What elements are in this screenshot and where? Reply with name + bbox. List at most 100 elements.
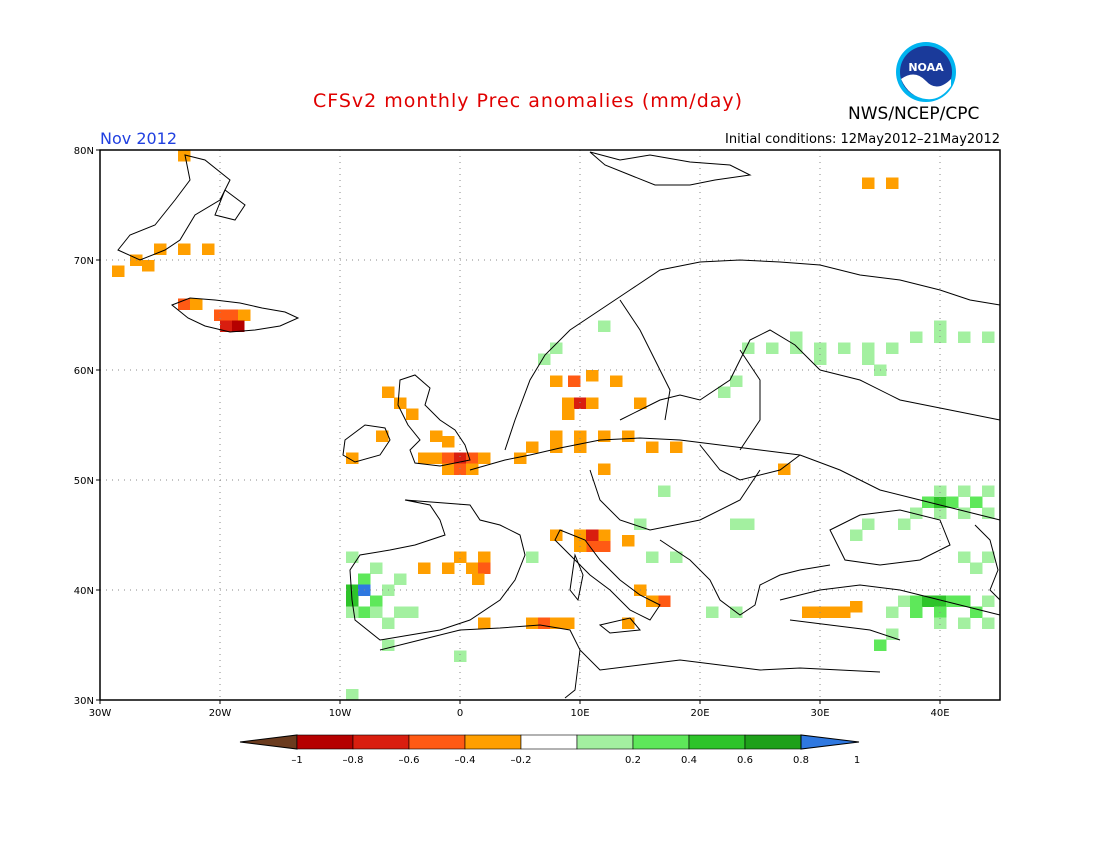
anomaly-cell [232, 320, 245, 332]
anomaly-cell [790, 331, 803, 343]
anomaly-cell [466, 562, 479, 574]
anomaly-cell [790, 342, 803, 354]
anomaly-cell [112, 265, 125, 277]
anomaly-cells [112, 150, 995, 701]
anomaly-cell [646, 441, 659, 453]
anomaly-cell [970, 562, 983, 574]
anomaly-cell [454, 650, 467, 662]
anomaly-cell [910, 606, 923, 618]
anomaly-cell [382, 386, 395, 398]
lon-tick-label: 10E [570, 708, 589, 719]
anomaly-cell [886, 628, 899, 640]
anomaly-cell [922, 595, 935, 607]
initial-conditions: Initial conditions: 12May2012–21May2012 [725, 132, 1000, 147]
lon-tick-label: 30W [89, 708, 112, 719]
anomaly-cell [574, 430, 587, 442]
anomaly-cell [802, 606, 815, 618]
anomaly-cell [706, 606, 719, 618]
lon-tick-label: 20E [690, 708, 709, 719]
anomaly-cell [598, 320, 611, 332]
noaa-logo: NOAA [896, 42, 956, 102]
anomaly-cell [586, 370, 599, 382]
lon-tick-label: 20W [209, 708, 232, 719]
anomaly-cell [358, 573, 371, 585]
anomaly-cell [142, 260, 155, 272]
anomaly-cell [934, 331, 947, 343]
anomaly-cell [946, 496, 959, 508]
anomaly-cell [634, 397, 647, 409]
anomaly-cell [454, 551, 467, 563]
anomaly-cell [226, 309, 239, 321]
anomaly-cell [358, 606, 371, 618]
legend-arrow-low [239, 734, 298, 750]
legend-label: –0.4 [455, 755, 476, 766]
legend-swatch [576, 734, 634, 750]
anomaly-cell [382, 617, 395, 629]
legend-label: 0.6 [737, 755, 753, 766]
anomaly-cell [958, 617, 971, 629]
legend-swatch [296, 734, 354, 750]
lat-tick-label: 50N [74, 476, 94, 487]
anomaly-cell [406, 606, 419, 618]
anomaly-cell [586, 540, 599, 552]
anomaly-cell [622, 430, 635, 442]
anomaly-cell [418, 452, 431, 464]
anomaly-cell [430, 452, 443, 464]
anomaly-cell [730, 518, 743, 530]
anomaly-cell [346, 452, 359, 464]
anomaly-cell [898, 518, 911, 530]
anomaly-cell [370, 562, 383, 574]
legend-label: 0.2 [625, 755, 641, 766]
anomaly-cell [946, 595, 959, 607]
anomaly-cell [178, 298, 191, 310]
anomaly-cell [610, 375, 623, 387]
anomaly-cell [886, 606, 899, 618]
anomaly-cell [346, 606, 359, 618]
legend-swatch [464, 734, 522, 750]
map-title: CFSv2 monthly Prec anomalies (mm/day) [313, 90, 744, 112]
legend-swatch [408, 734, 466, 750]
legend-label: 1 [854, 755, 860, 766]
anomaly-cell [982, 485, 995, 497]
lat-tick-label: 80N [74, 146, 94, 157]
anomaly-cell [442, 436, 455, 448]
anomaly-cell [346, 689, 359, 701]
anomaly-cell [370, 606, 383, 618]
anomaly-cell [376, 430, 389, 442]
anomaly-cell [454, 463, 467, 475]
legend-swatch [688, 734, 746, 750]
anomaly-cell [442, 452, 455, 464]
anomaly-cell [238, 309, 251, 321]
legend-label: 0.8 [793, 755, 809, 766]
anomaly-cell [562, 408, 575, 420]
anomaly-cell [346, 551, 359, 563]
anomaly-cell [766, 342, 779, 354]
anomaly-cell [910, 331, 923, 343]
anomaly-cell [742, 518, 755, 530]
map-frame [99, 149, 1001, 701]
anomaly-cell [178, 150, 191, 162]
anomaly-cell [538, 353, 551, 365]
anomaly-cell [574, 397, 587, 409]
anomaly-cell [958, 507, 971, 519]
anomaly-cell [982, 507, 995, 519]
anomaly-cell [850, 601, 863, 613]
anomaly-cell [178, 243, 191, 255]
anomaly-cell [220, 320, 233, 332]
anomaly-cell [778, 463, 791, 475]
anomaly-cell [934, 496, 947, 508]
anomaly-cell [478, 452, 491, 464]
legend-swatch [744, 734, 802, 750]
anomaly-cell [742, 342, 755, 354]
anomaly-cell [550, 375, 563, 387]
anomaly-cell [598, 430, 611, 442]
anomaly-cell [838, 606, 851, 618]
legend-label: 0.4 [681, 755, 697, 766]
anomaly-cell [658, 595, 671, 607]
lat-tick-label: 40N [74, 586, 94, 597]
anomaly-cell [670, 441, 683, 453]
anomaly-cell [550, 430, 563, 442]
anomaly-cell [442, 463, 455, 475]
lat-tick-label: 70N [74, 256, 94, 267]
